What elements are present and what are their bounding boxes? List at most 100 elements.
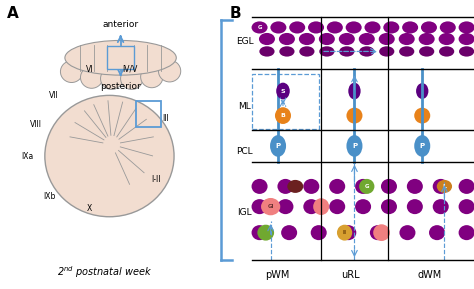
Ellipse shape <box>299 46 314 57</box>
Ellipse shape <box>359 179 374 194</box>
Ellipse shape <box>120 68 143 89</box>
Ellipse shape <box>45 95 174 217</box>
Ellipse shape <box>459 46 474 57</box>
Ellipse shape <box>281 225 297 240</box>
Ellipse shape <box>259 46 274 57</box>
Ellipse shape <box>379 46 394 57</box>
Ellipse shape <box>279 33 295 45</box>
Text: I-II: I-II <box>152 175 161 184</box>
Ellipse shape <box>458 21 474 34</box>
Ellipse shape <box>277 179 293 194</box>
Ellipse shape <box>438 33 455 45</box>
Text: IGL: IGL <box>237 208 252 217</box>
Ellipse shape <box>308 21 324 34</box>
Ellipse shape <box>252 179 267 194</box>
Ellipse shape <box>319 33 335 45</box>
Ellipse shape <box>437 180 452 193</box>
Text: VII: VII <box>49 91 59 100</box>
Ellipse shape <box>259 33 275 45</box>
Ellipse shape <box>329 179 345 194</box>
Ellipse shape <box>346 108 363 123</box>
Ellipse shape <box>276 83 290 99</box>
Text: B: B <box>281 113 285 118</box>
Ellipse shape <box>299 33 315 45</box>
Ellipse shape <box>419 46 434 57</box>
Ellipse shape <box>407 179 423 194</box>
Ellipse shape <box>100 68 123 89</box>
Ellipse shape <box>252 21 267 34</box>
Text: G: G <box>257 25 262 30</box>
Ellipse shape <box>313 198 329 215</box>
Ellipse shape <box>339 46 355 57</box>
Ellipse shape <box>414 108 430 123</box>
Text: VI: VI <box>86 65 93 74</box>
Ellipse shape <box>373 224 390 241</box>
Text: P: P <box>419 143 425 149</box>
Ellipse shape <box>270 21 286 34</box>
Ellipse shape <box>458 199 474 214</box>
Text: X: X <box>87 203 92 213</box>
Text: G: G <box>365 184 369 189</box>
Text: pWM: pWM <box>264 270 289 280</box>
Ellipse shape <box>65 40 176 75</box>
Ellipse shape <box>81 66 103 88</box>
Text: S: S <box>281 88 285 94</box>
Ellipse shape <box>252 225 267 240</box>
Text: II: II <box>343 230 346 235</box>
Text: L: L <box>442 184 447 189</box>
Ellipse shape <box>458 225 474 240</box>
Ellipse shape <box>381 199 397 214</box>
Ellipse shape <box>381 179 397 194</box>
Ellipse shape <box>414 135 430 157</box>
Ellipse shape <box>399 46 414 57</box>
Text: posterior: posterior <box>100 82 141 91</box>
Text: uRL: uRL <box>341 270 360 280</box>
Ellipse shape <box>348 83 361 99</box>
Text: anterior: anterior <box>102 20 139 29</box>
Ellipse shape <box>141 66 163 88</box>
Text: EGL: EGL <box>236 37 254 47</box>
Ellipse shape <box>158 60 181 82</box>
Text: VIII: VIII <box>30 120 42 129</box>
Ellipse shape <box>340 225 356 240</box>
Ellipse shape <box>339 33 355 45</box>
Ellipse shape <box>61 61 82 83</box>
Ellipse shape <box>252 199 267 214</box>
Ellipse shape <box>303 199 319 214</box>
Text: IXb: IXb <box>43 192 55 201</box>
Ellipse shape <box>319 46 335 57</box>
Ellipse shape <box>355 199 371 214</box>
Text: dWM: dWM <box>418 270 442 280</box>
Ellipse shape <box>433 179 449 194</box>
Ellipse shape <box>440 21 456 34</box>
Ellipse shape <box>365 21 381 34</box>
Text: GI: GI <box>267 204 274 209</box>
Ellipse shape <box>289 21 305 34</box>
Ellipse shape <box>275 107 291 124</box>
Ellipse shape <box>400 225 415 240</box>
Text: B: B <box>230 6 242 21</box>
Ellipse shape <box>303 179 319 194</box>
Ellipse shape <box>370 225 386 240</box>
Ellipse shape <box>327 21 343 34</box>
Ellipse shape <box>402 21 418 34</box>
Ellipse shape <box>433 199 449 214</box>
Ellipse shape <box>383 21 399 34</box>
Ellipse shape <box>458 179 474 194</box>
FancyBboxPatch shape <box>107 46 134 69</box>
Ellipse shape <box>270 135 286 157</box>
Text: III: III <box>162 114 169 123</box>
Ellipse shape <box>346 135 363 157</box>
Text: P: P <box>352 143 357 149</box>
Ellipse shape <box>329 199 345 214</box>
Text: P: P <box>275 143 281 149</box>
Text: 2$^{nd}$ postnatal week: 2$^{nd}$ postnatal week <box>57 264 153 280</box>
Ellipse shape <box>407 199 423 214</box>
Ellipse shape <box>277 199 293 214</box>
Text: A: A <box>7 6 18 21</box>
Ellipse shape <box>359 33 375 45</box>
Ellipse shape <box>257 225 274 240</box>
Ellipse shape <box>416 83 428 99</box>
Ellipse shape <box>287 180 303 193</box>
Ellipse shape <box>419 33 435 45</box>
